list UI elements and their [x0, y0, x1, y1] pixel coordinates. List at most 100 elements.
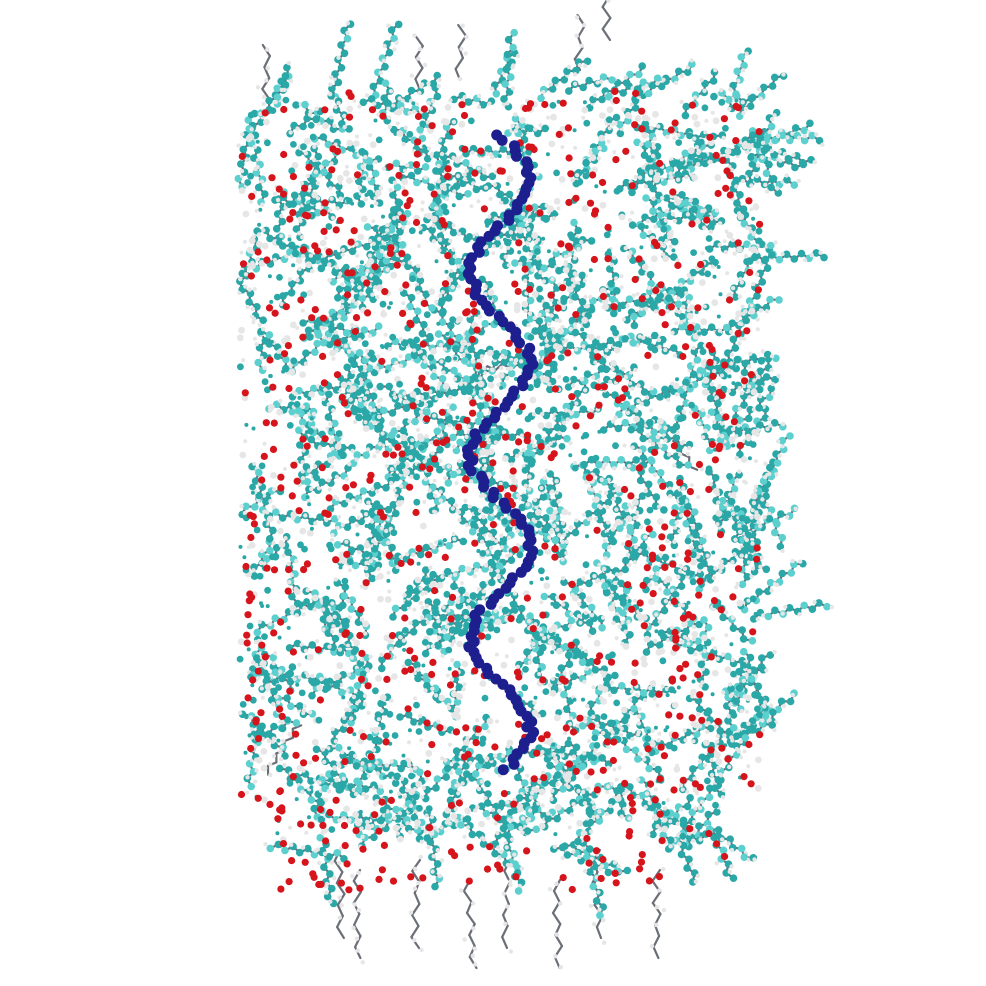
hydrogen-atom [495, 236, 501, 241]
hydrogen-atom [666, 397, 671, 402]
hydrogen-atom [734, 478, 739, 484]
carbon-atom [459, 537, 468, 546]
hydrogen-atom [643, 534, 648, 540]
carbon-atom [579, 405, 588, 414]
carbon-atom [392, 509, 400, 518]
hydrogen-atom [585, 303, 591, 309]
hydrogen-atom [599, 79, 604, 84]
hydrogen-atom [679, 99, 684, 105]
bond [336, 925, 345, 940]
hydrogen-atom [440, 653, 445, 659]
hydrogen-atom [756, 375, 761, 380]
hydrogen-atom [560, 521, 566, 526]
bond [595, 925, 603, 940]
bond [411, 902, 421, 917]
hydrogen-atom [317, 780, 322, 785]
carbon-atom [514, 887, 523, 895]
carbon-atom [775, 296, 783, 304]
hydrogen-atom [523, 308, 528, 313]
hydrogen-atom [678, 282, 683, 287]
carbon-atom [333, 541, 342, 549]
carbon-atom [639, 231, 648, 240]
carbon-atom [343, 363, 352, 372]
carbon-atom [771, 606, 779, 615]
hydrogen-atom [562, 532, 567, 537]
hydrogen-atom [487, 101, 492, 106]
carbon-atom [421, 649, 430, 658]
carbon-atom [353, 682, 362, 690]
bond [454, 56, 464, 71]
hydrogen-atom [539, 411, 545, 417]
hydrogen-atom [448, 238, 453, 244]
bond [551, 911, 562, 926]
hydrogen-atom [682, 728, 687, 733]
hydrogen-atom [365, 447, 371, 452]
carbon-atom [585, 76, 593, 85]
hydrogen-atom [248, 715, 254, 720]
hydrogen-atom [408, 620, 413, 626]
bond [552, 889, 561, 904]
bond [501, 924, 509, 939]
hydrogen-atom [377, 441, 383, 447]
carbon-atom [443, 633, 451, 641]
hydrogen-atom [329, 196, 334, 201]
carbon-atom [362, 451, 371, 460]
hydrogen-atom [354, 457, 359, 462]
carbon-atom [691, 197, 700, 206]
carbon-atom [621, 565, 629, 574]
hydrogen-atom [550, 489, 555, 494]
bond [353, 912, 361, 927]
carbon-atom [237, 160, 245, 168]
hydrogen-atom [353, 753, 358, 759]
bond [501, 935, 509, 950]
carbon-atom [514, 773, 522, 782]
hydrogen-atom [365, 667, 370, 672]
carbon-atom [409, 628, 418, 636]
hydrogen-atom [769, 367, 774, 373]
carbon-atom [445, 542, 453, 550]
hydrogen-atom [591, 375, 596, 380]
hydrogen-atom [657, 619, 662, 624]
bond [414, 66, 424, 81]
hydrogen-atom [686, 272, 691, 278]
carbon-atom [302, 349, 310, 358]
hydrogen-atom [655, 434, 660, 440]
hydrogen-atom [286, 60, 291, 66]
carbon-atom [426, 628, 434, 636]
hydrogen-atom [633, 544, 638, 550]
carbon-atom [681, 111, 690, 120]
carbon-atom [278, 217, 287, 226]
carbon-atom [584, 510, 593, 518]
carbon-atom [385, 382, 394, 391]
hydrogen-atom [378, 186, 383, 191]
carbon-atom [634, 755, 642, 763]
hydrogen-atom [553, 509, 558, 515]
hydrogen-atom [366, 500, 371, 505]
hydrogen-atom [394, 360, 399, 366]
hydrogen-atom [378, 784, 384, 789]
carbon-atom [308, 691, 316, 700]
hydrogen-atom [608, 379, 613, 385]
carbon-atom [622, 556, 630, 565]
hydrogen-atom [540, 803, 545, 808]
hydrogen-atom [476, 104, 482, 110]
hydrogen-atom [345, 688, 350, 693]
hydrogen-atom [411, 552, 416, 557]
carbon-atom [693, 356, 702, 364]
hydrogen-atom [452, 536, 457, 542]
bond [411, 913, 420, 928]
hydrogen-atom [627, 217, 633, 223]
hydrogen-atom [512, 852, 517, 857]
hydrogen-atom [373, 196, 378, 201]
hydrogen-atom [682, 385, 687, 390]
bond [652, 945, 660, 960]
hydrogen-atom [739, 390, 744, 396]
carbon-atom [608, 76, 616, 84]
hydrogen-atom [650, 728, 655, 733]
carbon-atom [738, 580, 747, 589]
carbon-atom [628, 221, 637, 229]
hydrogen-atom [441, 605, 446, 610]
hydrogen-atom [656, 738, 661, 743]
hydrogen-atom [486, 729, 491, 734]
bond [352, 890, 362, 905]
